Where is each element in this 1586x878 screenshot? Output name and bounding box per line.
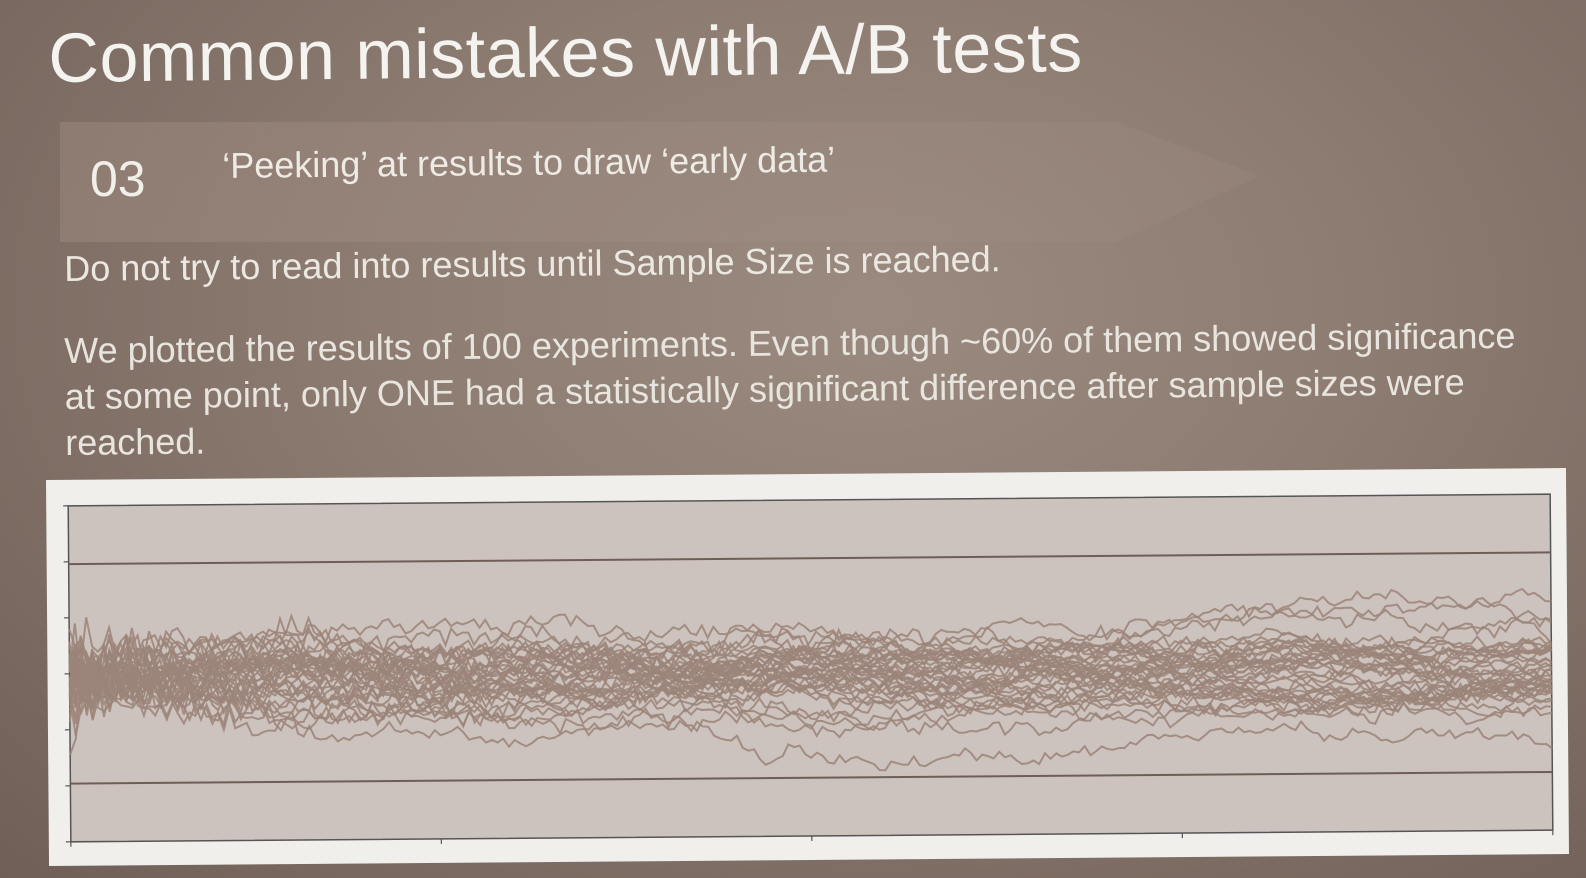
series-group xyxy=(68,587,1553,772)
upper-significance-line xyxy=(68,551,1551,566)
experiment-series-line xyxy=(68,661,1553,716)
experiment-series-line xyxy=(68,633,1553,689)
experiment-series-line xyxy=(69,671,1552,713)
ticks-group xyxy=(63,505,1554,847)
experiment-series-line xyxy=(68,636,1552,730)
slide-title: Common mistakes with A/B tests xyxy=(48,8,1083,97)
experiment-description: We plotted the results of 100 experiment… xyxy=(64,314,1516,463)
instruction-text: Do not try to read into results until Sa… xyxy=(64,238,1001,289)
experiment-series-line xyxy=(68,639,1552,719)
experiment-series-line xyxy=(68,641,1552,723)
experiment-series-line xyxy=(68,615,1553,680)
bounds-group xyxy=(68,551,1553,785)
experiment-series-line xyxy=(68,641,1552,699)
section-title: ‘Peeking’ at results to draw ‘early data… xyxy=(222,138,836,186)
chart-svg xyxy=(63,493,1554,847)
lower-significance-line xyxy=(70,770,1553,785)
experiment-chart xyxy=(46,468,1569,866)
experiment-series-line xyxy=(68,636,1552,698)
experiment-series-line xyxy=(68,676,1552,737)
experiment-series-line xyxy=(69,674,1553,772)
experiment-series-line xyxy=(68,640,1553,725)
section-banner-arrow xyxy=(60,122,1260,242)
experiment-series-line xyxy=(68,653,1552,727)
experiment-series-line xyxy=(68,604,1552,665)
experiment-series-line xyxy=(68,653,1553,729)
section-number: 03 xyxy=(90,151,146,207)
